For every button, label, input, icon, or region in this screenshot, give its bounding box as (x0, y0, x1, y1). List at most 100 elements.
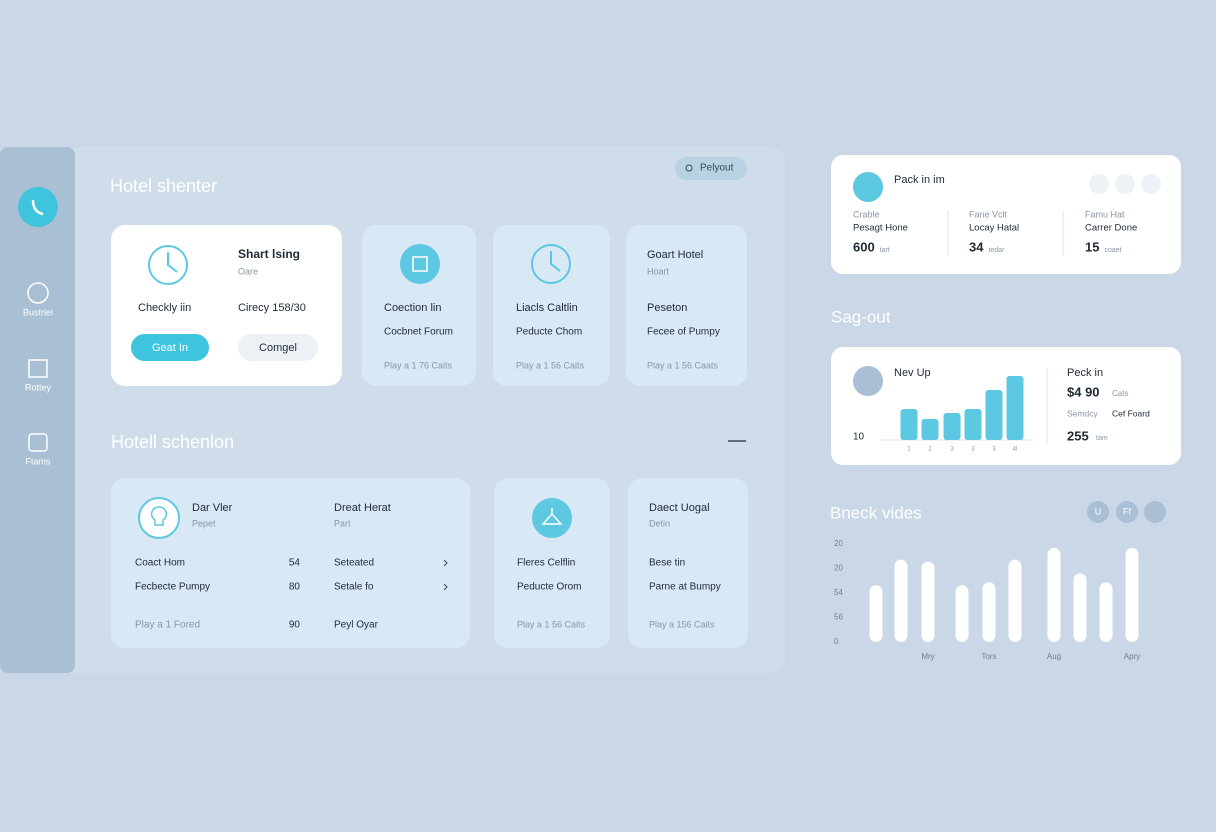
clock-hands (550, 251, 561, 272)
label: Fecbecte Pumpy (135, 582, 210, 593)
hanger-icon (532, 498, 572, 538)
label: Peck in (1067, 367, 1103, 379)
label: $4 90 (1067, 384, 1100, 399)
label: Cef Foard (1112, 408, 1150, 418)
bar (921, 561, 935, 642)
bar (955, 585, 969, 642)
bar (1047, 547, 1061, 642)
nav-label: Ftams (25, 456, 51, 466)
logout-button[interactable] (675, 157, 747, 180)
y-tick-label: 54 (834, 588, 843, 597)
clock-hands (167, 252, 178, 273)
label: Locay Hatal (969, 223, 1019, 234)
label: Fleres Celflin (517, 558, 575, 569)
stat-value: 600 (853, 239, 875, 254)
label: Semdcy (1067, 408, 1098, 418)
card-title: Goart Hotel (647, 249, 703, 261)
label: tedar (988, 247, 1005, 254)
label: tam (1096, 435, 1108, 442)
label: coaet (1104, 247, 1121, 254)
label: Part (334, 518, 351, 528)
nav-icon[interactable] (27, 282, 49, 304)
chart-button[interactable] (1087, 501, 1109, 523)
bar (1006, 376, 1024, 440)
label: Setale fo (334, 582, 374, 593)
nav-icon[interactable] (28, 359, 48, 378)
icon-button[interactable] (1141, 174, 1161, 194)
label: Famu Hat (1085, 209, 1125, 219)
label: 90 (289, 620, 301, 631)
bar (982, 582, 996, 642)
x-tick-label: 3 (950, 447, 954, 453)
y-tick-label: 0 (834, 637, 839, 646)
bar (964, 409, 982, 440)
card (628, 478, 748, 648)
bar (1008, 559, 1022, 642)
label: Play a 1 56 Caits (516, 360, 585, 370)
label: Cirecy 158/30 (238, 302, 306, 314)
chart-button[interactable] (1116, 501, 1138, 523)
search-icon (685, 164, 693, 172)
label: Cocbnet Forum (384, 327, 453, 338)
label: Fecee of Pumpy (647, 327, 720, 338)
button-label: Ff (1123, 506, 1131, 516)
label: Peseton (647, 302, 687, 314)
label: 255 (1067, 428, 1089, 443)
chart-title: Nev Up (894, 367, 931, 379)
clock-icon (531, 244, 571, 284)
label: Play a 1 56 Caits (517, 619, 586, 629)
bulb-icon (138, 497, 180, 539)
button-label: Geat In (152, 342, 188, 354)
y-tick-label: 20 (834, 539, 843, 548)
label: 54 (289, 558, 301, 569)
label: Coact Hom (135, 558, 185, 569)
icon-button[interactable] (1115, 174, 1135, 194)
x-tick-label: Apry (1124, 652, 1140, 661)
checkin-button[interactable] (131, 334, 209, 361)
x-tick-label: 3 (971, 447, 975, 453)
hanger-glyph (541, 508, 563, 525)
cancel-button[interactable] (238, 334, 318, 361)
bulb-glyph (150, 506, 168, 526)
x-tick-label: Mry (921, 652, 934, 661)
card-title: Pack in im (894, 174, 945, 186)
clock-icon (148, 245, 188, 285)
card-title: Shart lsing (238, 247, 300, 261)
chart-button[interactable] (1144, 501, 1166, 523)
card-title: Daect Uogal (649, 502, 710, 514)
card (111, 478, 470, 648)
card (493, 225, 610, 386)
summary-icon (853, 172, 883, 202)
label: Seteated (334, 558, 374, 569)
x-tick-label: 4l (1013, 447, 1018, 453)
bar (1125, 547, 1139, 642)
checkout-icon (853, 366, 883, 396)
stat-value: 15 (1085, 239, 1099, 254)
label: Play a 1 76 Caits (384, 360, 453, 370)
label: Checkly iin (138, 302, 191, 314)
label: Play a 1 Fored (135, 620, 200, 631)
icon-button[interactable] (1089, 174, 1109, 194)
card-title: Dar Vler (192, 502, 233, 514)
card (626, 225, 747, 386)
x-tick-label: 1 (907, 447, 911, 453)
button-label: Pelyout (700, 163, 734, 174)
hotel-icon (400, 244, 440, 284)
bar (1099, 582, 1113, 642)
y-tick-label: 20 (834, 564, 843, 573)
label: Crable (853, 209, 880, 219)
nav-icon[interactable] (28, 433, 48, 452)
checkout-card (831, 347, 1181, 465)
x-tick-label: Tors (981, 652, 996, 661)
label: Play a 1 56 Caats (647, 360, 719, 370)
bar (900, 409, 918, 440)
section-title: Sag-out (831, 307, 891, 326)
label: Peducte Orom (517, 582, 581, 593)
label: Peducte Chom (516, 327, 582, 338)
label: Parne at Bumpy (649, 582, 721, 593)
x-tick-label: Aug (1047, 652, 1061, 661)
y-tick-label: 10 (853, 432, 865, 443)
logo[interactable] (18, 187, 58, 227)
